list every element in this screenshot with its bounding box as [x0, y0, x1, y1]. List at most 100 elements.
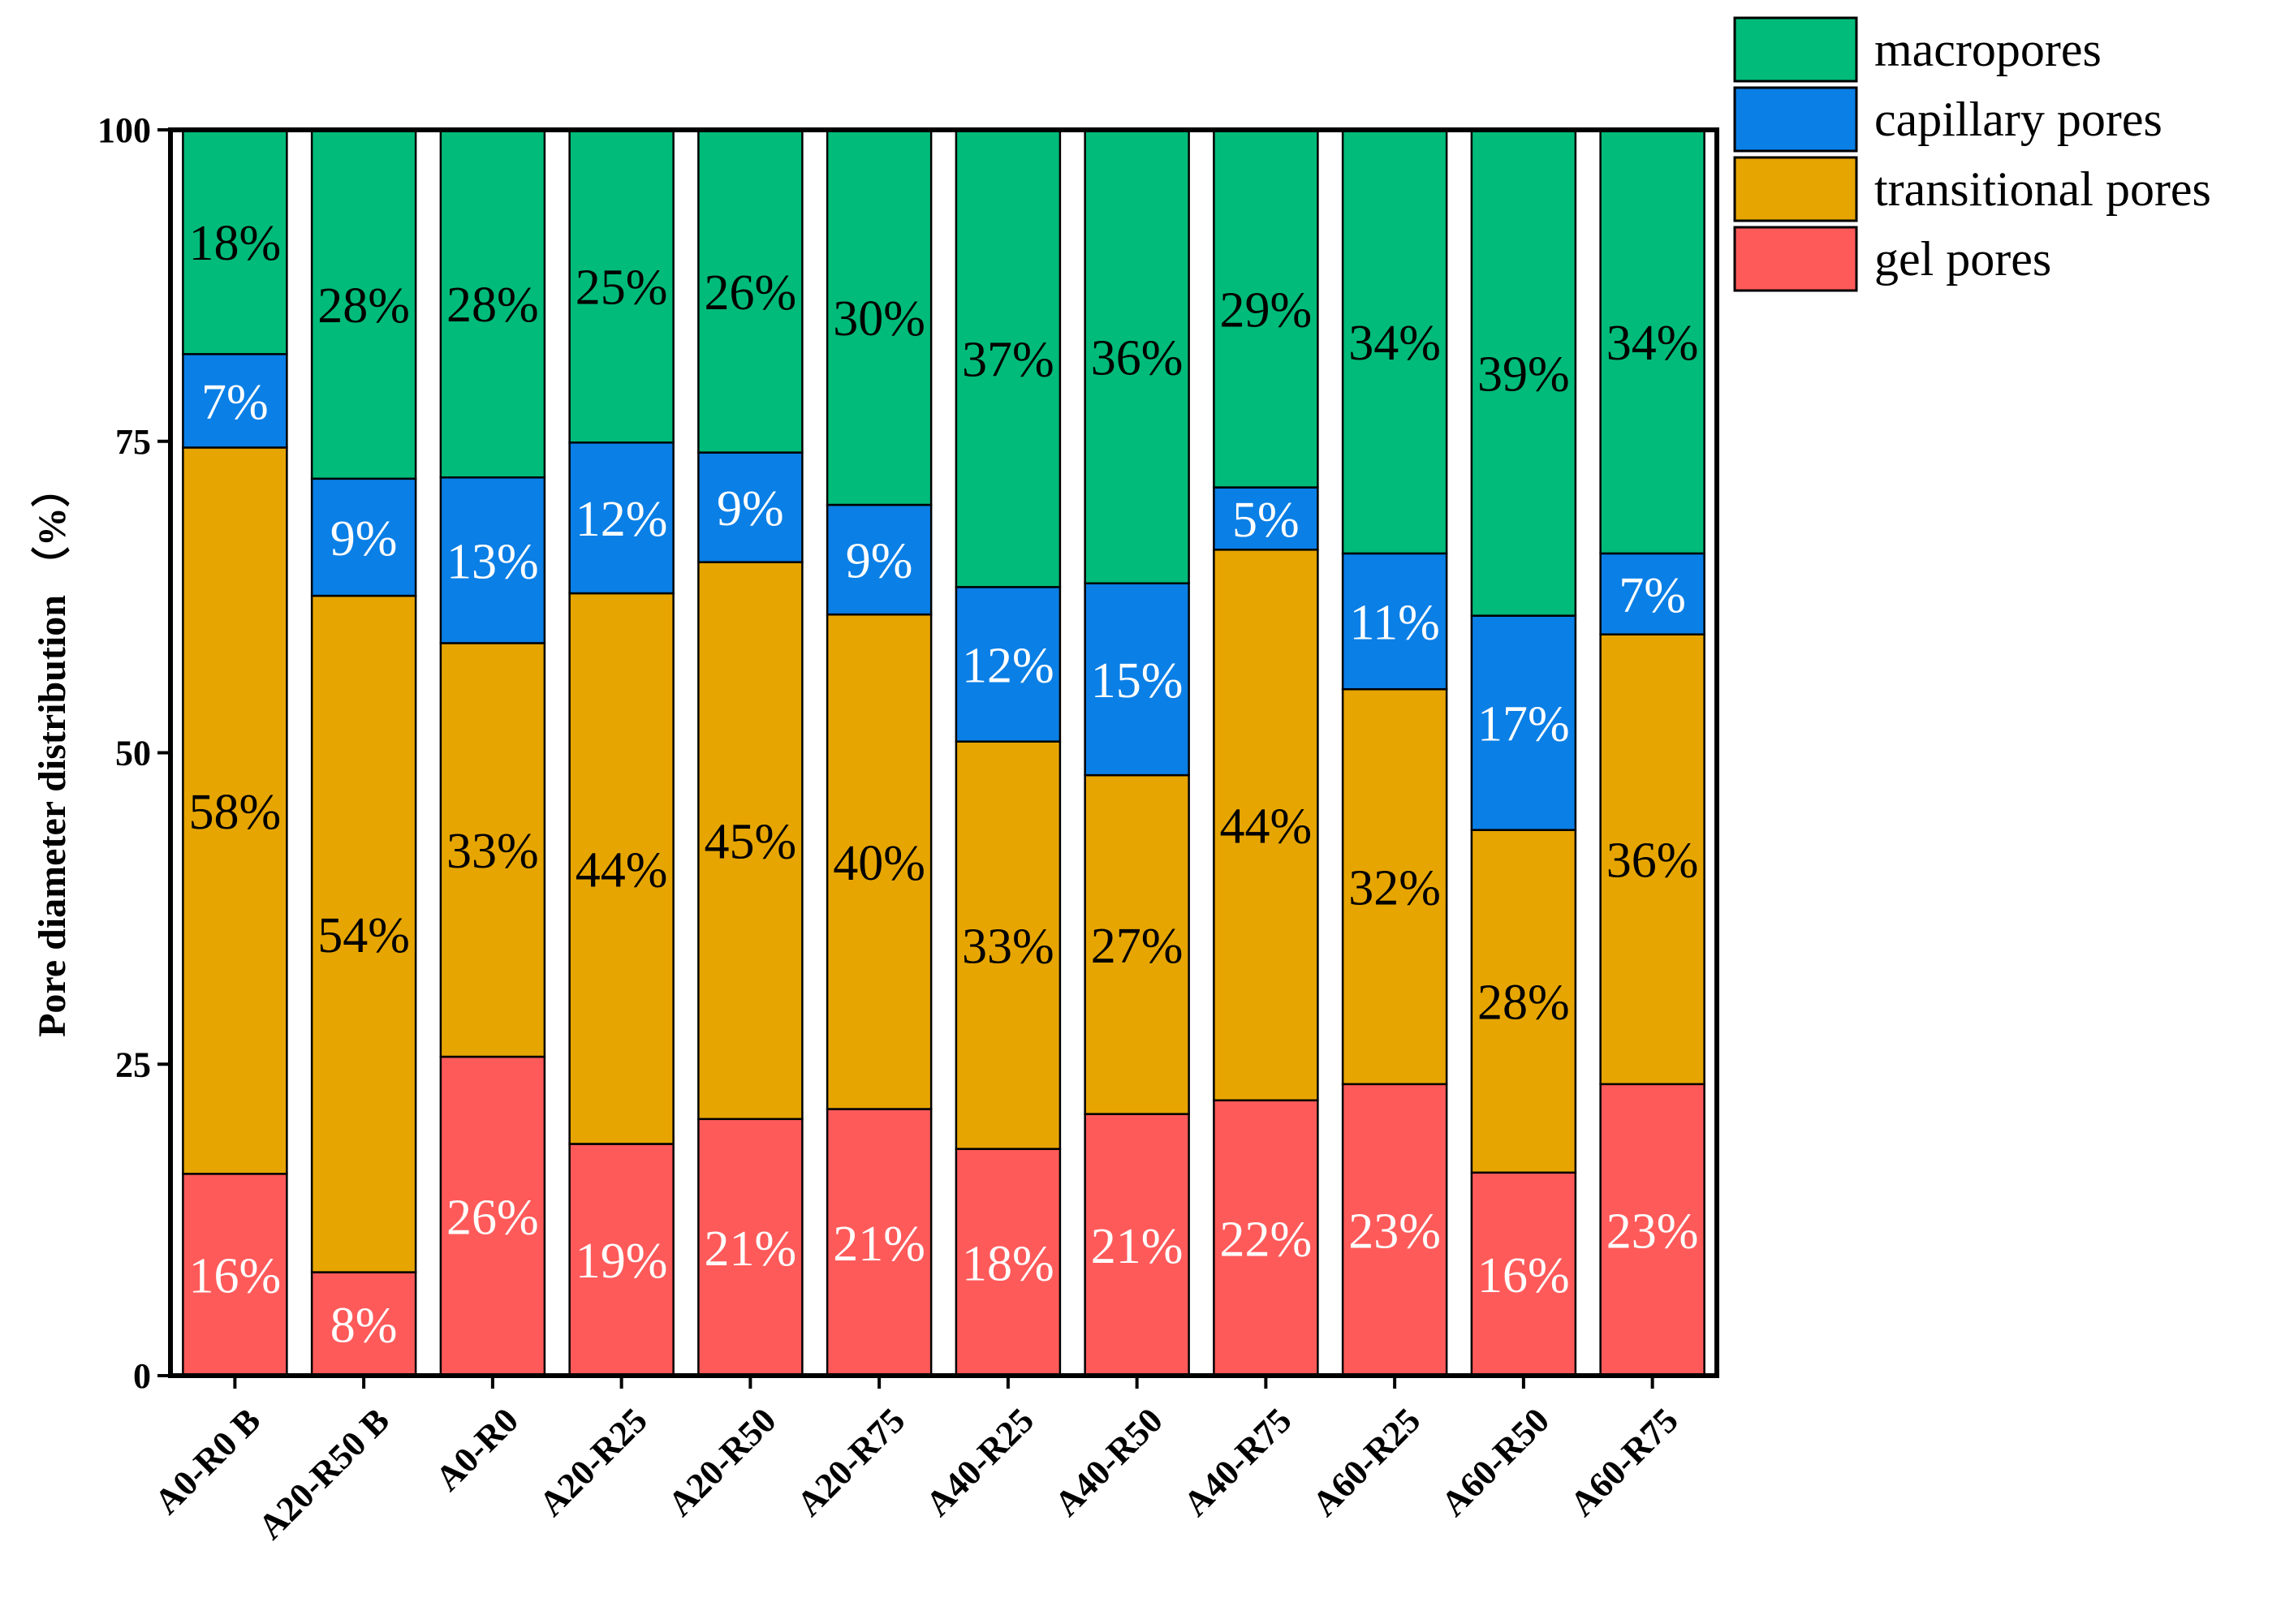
bar-segment-capillary-pores-A20-R75 [826, 503, 933, 616]
data-label: 9% [330, 511, 398, 566]
x-tick-label: A20-R50 B [250, 1400, 397, 1547]
bar-segment-transitional-pores-A60-R75 [1599, 633, 1705, 1086]
bar-segment-macropores-A60-R25 [1341, 128, 1448, 555]
data-label: 16% [189, 1249, 282, 1304]
bars-layer [182, 128, 1705, 1377]
legend-swatch-capillary-pores [1733, 86, 1858, 153]
y-tick-label: 0 [133, 1356, 151, 1396]
bar-segment-gel-pores-A40-R50 [1084, 1113, 1190, 1377]
data-label: 16% [1477, 1248, 1570, 1303]
bar-segment-macropores-A20-R75 [826, 128, 933, 506]
bar-segment-capillary-pores-A20-R50-B [310, 477, 417, 597]
bar-segment-transitional-pores-A60-R50 [1470, 829, 1577, 1174]
data-label: 21% [833, 1217, 925, 1272]
x-tick-label: A60-R75 [1563, 1400, 1686, 1523]
bar-segment-macropores-A40-R25 [955, 128, 1062, 588]
x-tick-label: A60-R50 [1434, 1400, 1557, 1523]
bar-segment-transitional-pores-A40-R50 [1084, 773, 1190, 1115]
y-tick-label: 25 [115, 1045, 151, 1084]
data-label: 34% [1348, 316, 1441, 371]
data-label: 17% [1477, 697, 1570, 752]
data-label: 18% [189, 216, 282, 271]
data-label: 26% [705, 265, 797, 321]
data-label: 23% [1348, 1204, 1441, 1259]
bar-segment-transitional-pores-A60-R25 [1341, 687, 1448, 1086]
data-label: 29% [1220, 282, 1313, 338]
data-label: 23% [1606, 1204, 1699, 1259]
data-label: 18% [962, 1236, 1054, 1291]
x-tick-label: A20-R25 [532, 1400, 655, 1523]
bar-segment-capillary-pores-A40-R75 [1213, 486, 1319, 551]
bar-segment-macropores-A60-R50 [1470, 128, 1577, 617]
bar-segment-macropores-A20-R50 [697, 128, 804, 454]
bar-segment-transitional-pores-A40-R75 [1213, 549, 1319, 1102]
data-label: 21% [1091, 1219, 1184, 1274]
bar-segment-transitional-pores-A20-R50 [697, 561, 804, 1121]
data-label: 15% [1091, 653, 1184, 709]
x-tick-label: A20-R50 [660, 1400, 783, 1523]
data-label: 5% [1232, 493, 1300, 548]
bar-segment-gel-pores-A60-R75 [1599, 1083, 1705, 1377]
data-label: 40% [833, 836, 925, 891]
data-label: 28% [446, 278, 539, 333]
data-label: 13% [446, 534, 539, 589]
bar-segment-macropores-A0-R0 [439, 128, 546, 479]
data-label: 9% [846, 534, 913, 589]
y-tick-label: 100 [97, 110, 151, 150]
x-tick-label: A40-R25 [918, 1400, 1041, 1523]
legend-swatch-gel-pores [1733, 226, 1858, 292]
bar-segment-capillary-pores-A20-R25 [568, 442, 675, 595]
y-axis-label: Pore diameter distribution （%） [31, 468, 74, 1037]
data-label: 37% [962, 333, 1054, 388]
x-tick-label: A20-R75 [789, 1400, 912, 1523]
bar-segment-capillary-pores-A60-R75 [1599, 552, 1705, 635]
data-label: 33% [446, 824, 539, 879]
bar-segment-capillary-pores-A0-R0 [439, 476, 546, 644]
bar-segment-gel-pores-A20-R75 [826, 1108, 933, 1377]
data-label: 36% [1091, 330, 1184, 386]
x-tick-label: A0-R0 B [147, 1400, 269, 1522]
bar-segment-macropores-A60-R75 [1599, 128, 1705, 555]
data-label: 8% [330, 1298, 398, 1353]
data-label: 32% [1348, 861, 1441, 916]
bar-segment-transitional-pores-A40-R25 [955, 740, 1062, 1150]
data-label: 44% [1220, 799, 1313, 855]
bar-segment-capillary-pores-A40-R25 [955, 586, 1062, 743]
data-label: 12% [962, 639, 1054, 694]
data-label: 58% [189, 785, 282, 840]
data-label: 12% [576, 492, 668, 547]
legend: macropores capillary pores transitional po… [1733, 16, 2211, 292]
data-label: 28% [1477, 976, 1570, 1031]
legend-label-capillary-pores: capillary pores [1874, 93, 2162, 146]
legend-label-gel-pores: gel pores [1874, 232, 2051, 286]
x-tick-label: A0-R0 [428, 1400, 526, 1498]
bar-segment-macropores-A0-R0-B [182, 128, 288, 355]
data-labels-layer: 16% 58% 7% 18% 8% 54% 9% 28% 26% 33% 13% 28% 19% 44% 1… [189, 216, 1699, 1353]
data-label: 39% [1477, 347, 1570, 402]
data-label: 36% [1606, 834, 1699, 889]
bar-segment-macropores-A40-R50 [1084, 128, 1190, 584]
bar-segment-macropores-A40-R75 [1213, 128, 1319, 489]
data-label: 28% [317, 278, 410, 334]
x-tick-label: A40-R75 [1175, 1400, 1299, 1523]
data-label: 7% [201, 375, 269, 430]
data-label: 22% [1220, 1212, 1313, 1267]
bar-segment-transitional-pores-A20-R50-B [310, 594, 417, 1273]
data-label: 26% [446, 1191, 539, 1246]
legend-swatch-transitional-pores [1733, 156, 1858, 222]
data-label: 44% [576, 842, 668, 898]
x-tick-label: A60-R25 [1304, 1400, 1428, 1523]
data-label: 21% [705, 1221, 797, 1277]
data-label: 25% [576, 261, 668, 316]
legend-swatch-macropores [1733, 16, 1858, 83]
y-tick-label: 75 [115, 422, 151, 462]
legend-label-transitional-pores: transitional pores [1874, 162, 2211, 216]
data-label: 45% [705, 815, 797, 870]
x-tick-label: A40-R50 [1047, 1400, 1171, 1523]
bar-segment-gel-pores-A40-R25 [955, 1148, 1062, 1377]
bar-segment-gel-pores-A20-R50 [697, 1118, 804, 1377]
data-label: 54% [317, 908, 410, 963]
data-label: 11% [1349, 596, 1439, 651]
data-label: 9% [717, 481, 784, 536]
